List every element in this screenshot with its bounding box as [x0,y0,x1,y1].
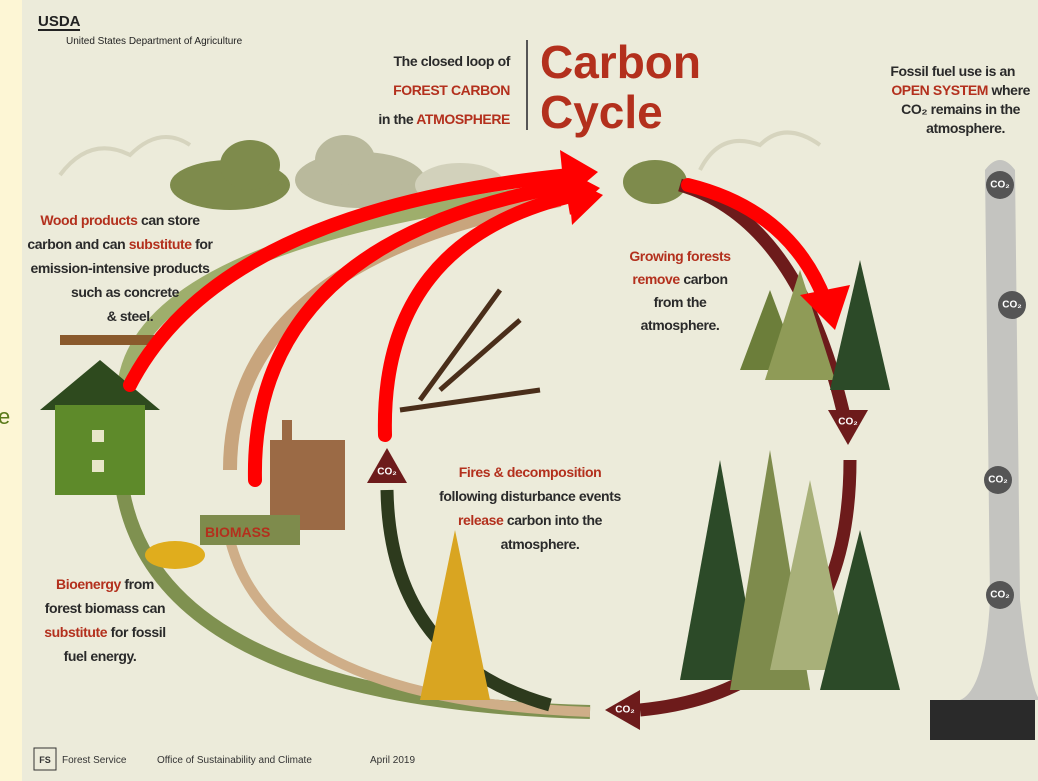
title-line: FOREST CARBON [393,82,510,98]
footer-text: Office of Sustainability and Climate [157,755,312,766]
text: for fossil [107,624,166,640]
text: from [121,576,154,592]
title-main: Cycle [540,86,663,138]
highlight: release [458,512,504,528]
text: for [192,236,214,252]
text-line: such as concrete [71,284,180,300]
note-line: CO₂ remains in the [901,101,1020,117]
note-line: OPEN SYSTEM where [891,82,1030,98]
usda-logo: USDA [38,13,81,30]
infographic: e USDA United States Department of Agric… [0,0,1038,781]
text-line: carbon and can substitute for [27,236,213,252]
text-line: emission-intensive products [30,260,210,276]
text-line: atmosphere. [501,536,580,552]
co2-badge: CO₂ [990,180,1009,191]
text-line: Growing forests [629,248,731,264]
highlight: substitute [129,236,193,252]
footer-text: Forest Service [62,755,127,766]
title-line: in the ATMOSPHERE [378,111,510,127]
text-line: remove carbon [632,271,727,287]
edge-fragment: e [0,404,10,429]
co2-badge: CO₂ [988,475,1007,486]
agency-name: United States Department of Agriculture [66,36,243,47]
text-line: release carbon into the [458,512,603,528]
text-line: Wood products can store [40,212,200,228]
text-line: forest biomass can [45,600,165,616]
fs-logo-text: FS [39,755,51,765]
text-line: fuel energy. [64,648,137,664]
text-line: following disturbance events [439,488,621,504]
text-line: Fires & decomposition [459,464,602,480]
text: carbon and can [27,236,128,252]
biomass-label: BIOMASS [205,524,270,540]
highlight: Wood products [40,212,138,228]
co2-badge: CO₂ [838,417,857,428]
footer-text: April 2019 [370,755,415,766]
co2-badge: CO₂ [1002,300,1021,311]
note-text: where [988,82,1031,98]
highlight: remove [632,271,680,287]
note-line: Fossil fuel use is an [890,63,1015,79]
text: carbon [680,271,728,287]
title-main: Carbon [540,36,701,88]
text-line: from the [654,294,707,310]
title-highlight: ATMOSPHERE [416,111,510,127]
text-line: Bioenergy from [56,576,154,592]
co2-badge: CO₂ [990,590,1009,601]
text-line: substitute for fossil [44,624,166,640]
highlight: substitute [44,624,108,640]
note-line: atmosphere. [926,120,1005,136]
note-highlight: OPEN SYSTEM [891,82,988,98]
co2-badge: CO₂ [615,705,634,716]
co2-badge: CO₂ [377,467,396,478]
text-line: atmosphere. [641,317,720,333]
title-line: The closed loop of [394,53,511,69]
text: carbon into the [503,512,602,528]
highlight: Bioenergy [56,576,121,592]
text-line: & steel. [107,308,154,324]
text: can store [138,212,201,228]
title-text: in the [378,111,416,127]
